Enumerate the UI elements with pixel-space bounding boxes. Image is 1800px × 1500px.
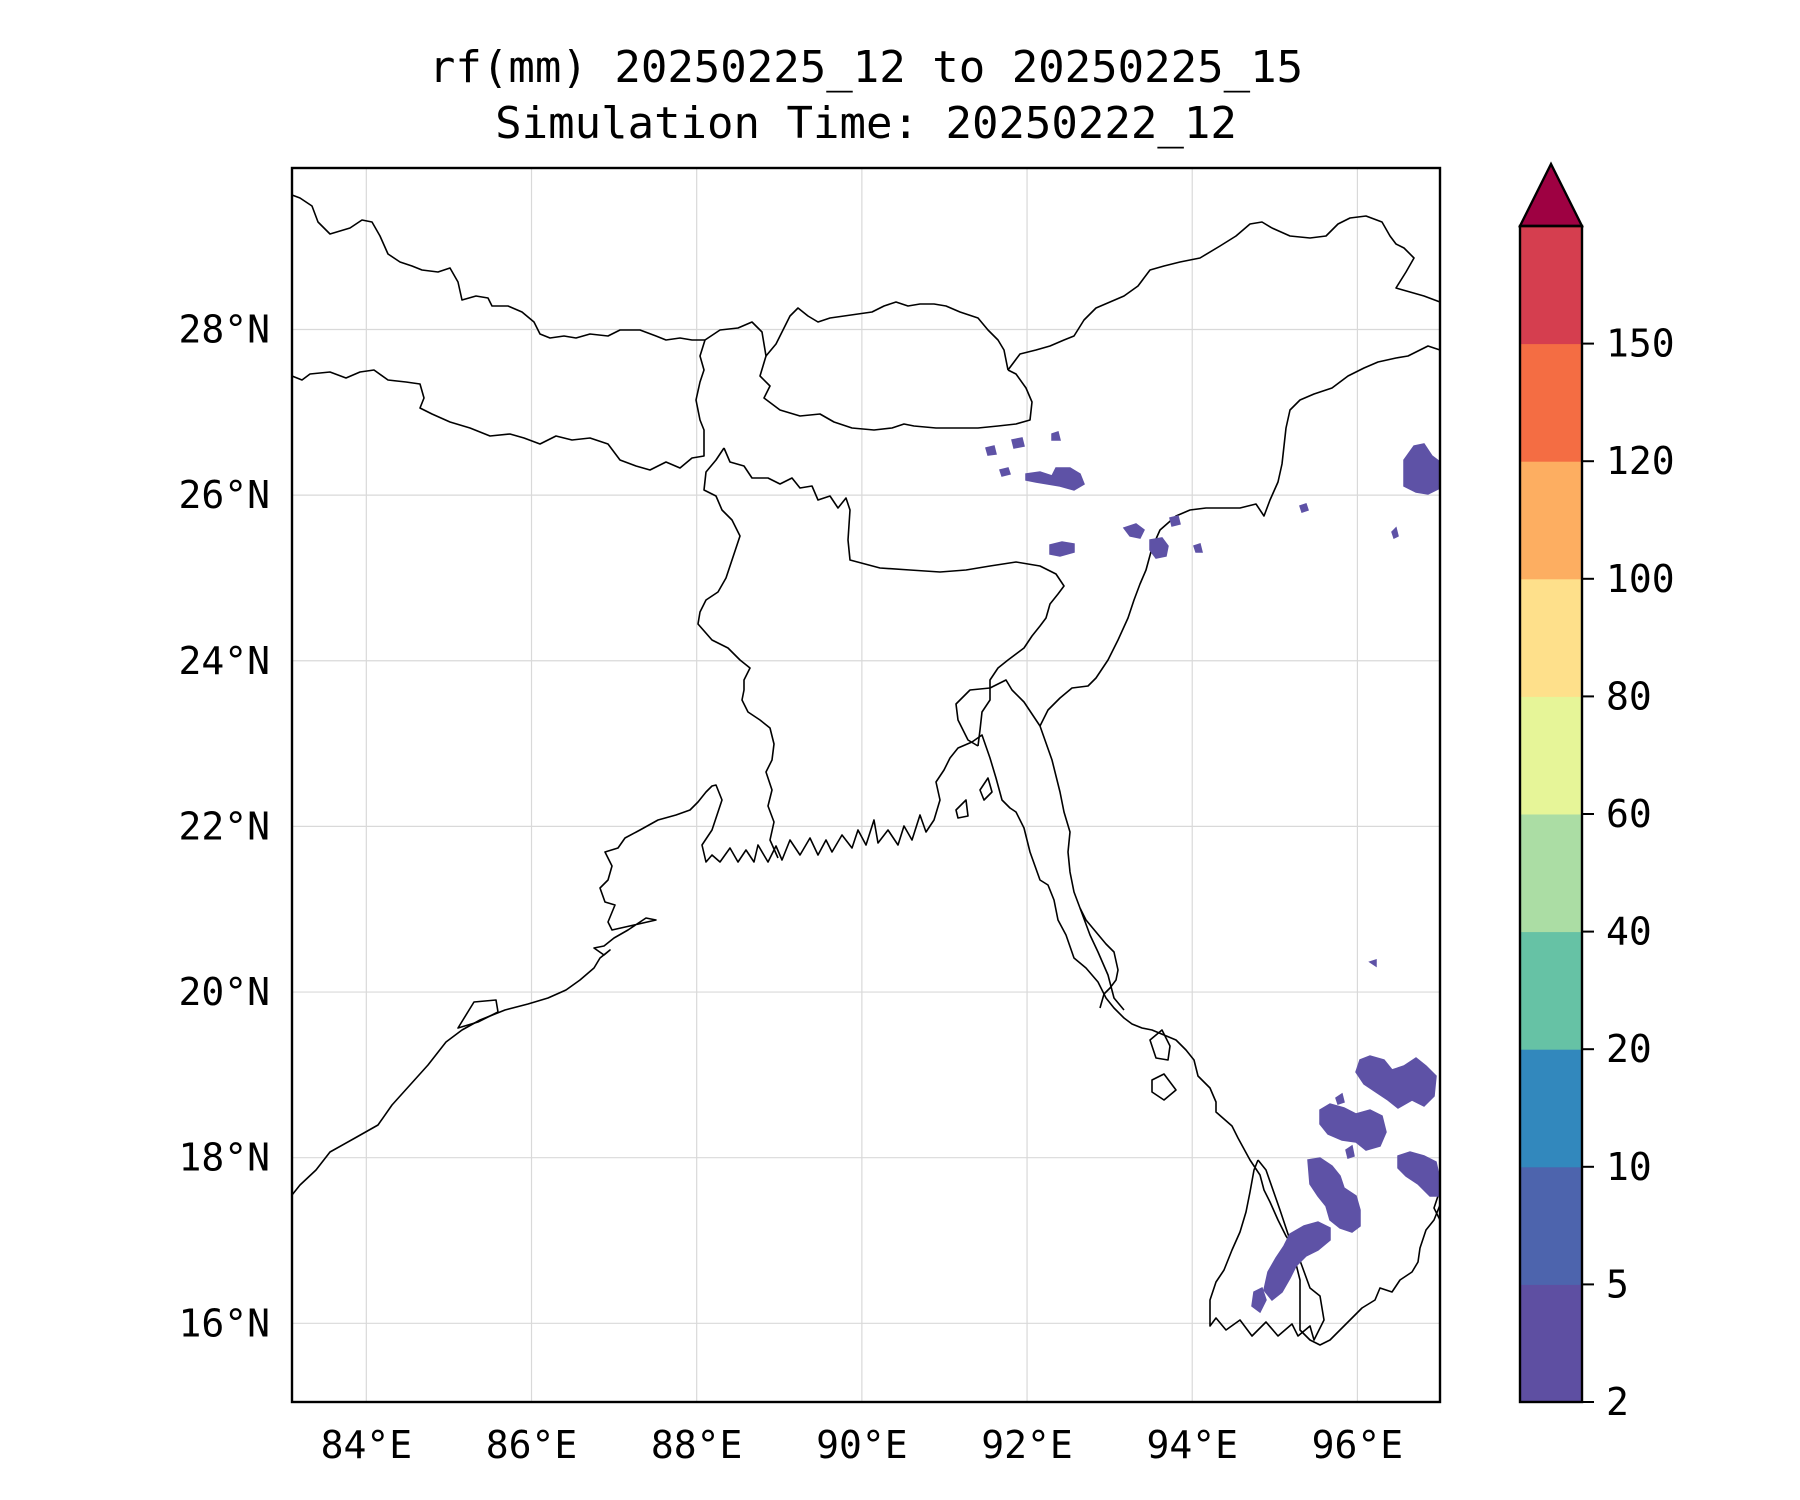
colorbar-tick-label: 10 <box>1606 1145 1652 1189</box>
chilika-lagoon <box>457 999 499 1029</box>
rain-area <box>999 467 1011 477</box>
lat-tick-label: 24°N <box>178 639 270 683</box>
map-panel: 84°E 86°E 88°E 90°E 92°E 94°E 96°E 16°N 18°N 20°N… <box>178 166 1442 1467</box>
lat-tick-label: 16°N <box>178 1301 270 1345</box>
colorbar: 2 5 10 20 40 60 80 100 120 150 <box>1518 161 1675 1424</box>
nepal-india-border <box>291 339 706 471</box>
sikkim-bhutan-border <box>704 321 1033 431</box>
nepal-china-border <box>291 194 705 341</box>
rain-area <box>1149 537 1169 559</box>
colorbar-segment <box>1520 931 1582 1050</box>
lat-tick-label: 26°N <box>178 473 270 517</box>
bhutan-north-border <box>765 301 1009 371</box>
map-frame <box>290 166 1442 1404</box>
myanmar-western-border <box>1079 907 1119 1009</box>
colorbar-segment <box>1520 343 1582 462</box>
rain-area <box>1345 1144 1355 1159</box>
colorbar-tick-label: 2 <box>1606 1380 1629 1424</box>
colorbar-segment <box>1520 461 1582 580</box>
lat-tick-label: 28°N <box>178 307 270 351</box>
tripura-border <box>955 679 1081 909</box>
bangladesh-west-border <box>723 447 1065 747</box>
rain-area <box>1025 467 1085 491</box>
colorbar-tick-label: 120 <box>1606 439 1675 483</box>
rain-area <box>1193 543 1203 553</box>
lon-tick-label: 86°E <box>486 1423 578 1467</box>
lat-tick-label: 18°N <box>178 1136 270 1180</box>
map-title-line2: Simulation Time: 20250222_12 <box>495 98 1237 149</box>
rain-area <box>1335 1092 1345 1105</box>
axis-tick-labels: 84°E 86°E 88°E 90°E 92°E 94°E 96°E 16°N 18°N 20°N… <box>178 307 1403 1467</box>
rain-area <box>1122 523 1145 539</box>
rainfall-areas <box>985 431 1441 1314</box>
rain-area <box>1011 437 1025 449</box>
rain-area <box>1169 515 1181 527</box>
rain-area <box>1355 1055 1437 1109</box>
bangladesh-western-border <box>697 447 779 859</box>
colorbar-tick-label: 40 <box>1606 910 1652 954</box>
lon-tick-label: 84°E <box>321 1423 413 1467</box>
myanmar-coast-north <box>1079 907 1125 1011</box>
colorbar-segment <box>1520 1049 1582 1168</box>
lon-tick-label: 88°E <box>651 1423 743 1467</box>
colorbar-extend-triangle <box>1518 161 1584 228</box>
colorbar-tick-label: 100 <box>1606 557 1675 601</box>
sundarbans-island-2 <box>955 799 969 819</box>
colorbar-segment <box>1520 1166 1582 1285</box>
map-title-line1: rf(mm) 20250225_12 to 20250225_15 <box>429 42 1303 93</box>
gridlines <box>292 168 1440 1402</box>
rain-area <box>1391 526 1399 540</box>
cheduba-island <box>1151 1073 1177 1101</box>
lat-tick-label: 20°N <box>178 970 270 1014</box>
rain-area <box>1319 1103 1387 1151</box>
rain-area <box>1049 541 1075 557</box>
rain-area <box>1051 431 1061 441</box>
arunachal-north-border <box>1007 215 1441 371</box>
lon-tick-label: 90°E <box>816 1423 908 1467</box>
rain-area <box>1368 958 1377 968</box>
rain-area <box>1299 503 1309 513</box>
colorbar-segment <box>1520 226 1582 345</box>
rain-area <box>1251 1286 1267 1314</box>
lon-tick-label: 96°E <box>1312 1423 1404 1467</box>
colorbar-tick-label: 5 <box>1606 1262 1629 1306</box>
rain-area <box>985 445 997 456</box>
lon-tick-label: 94°E <box>1146 1423 1238 1467</box>
colorbar-tick-label: 150 <box>1606 322 1675 366</box>
sundarbans-island-1 <box>979 777 993 801</box>
mizoram-border <box>1039 345 1441 727</box>
ramree-island <box>1149 1029 1171 1061</box>
colorbar-segment <box>1520 814 1582 933</box>
colorbar-segment <box>1520 696 1582 815</box>
colorbar-tick-label: 80 <box>1606 674 1652 718</box>
rain-area <box>1263 1221 1331 1302</box>
colorbar-tick-label: 60 <box>1606 792 1652 836</box>
lat-tick-label: 22°N <box>178 804 270 848</box>
colorbar-tick-label: 20 <box>1606 1027 1652 1071</box>
map-background <box>292 168 1440 1402</box>
colorbar-segment <box>1520 578 1582 697</box>
colorbar-segment <box>1520 1284 1582 1403</box>
rain-area <box>1307 1157 1361 1233</box>
lon-tick-label: 92°E <box>981 1423 1073 1467</box>
